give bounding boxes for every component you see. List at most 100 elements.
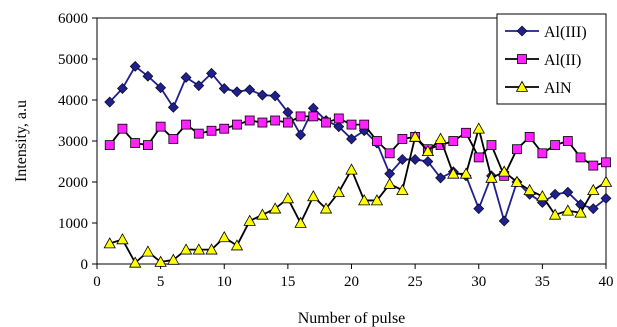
data-point [192,243,205,255]
data-point [319,202,333,214]
data-point [219,123,230,134]
data-point [562,136,573,146]
data-point [561,204,575,216]
data-point [117,123,128,134]
data-point [448,136,459,146]
data-point [447,167,460,179]
data-point [358,194,371,206]
data-point [232,119,242,130]
y-axis-title: Intensity, a.u [13,100,30,182]
data-point [243,214,256,226]
data-point [536,190,549,202]
y-tick-label: 2000 [58,175,88,191]
x-tick-label: 0 [93,274,101,290]
data-point [181,119,191,130]
series-layer [103,60,613,268]
data-point [206,67,217,79]
data-point [257,117,268,128]
legend-label: AlN [544,80,572,97]
data-point [574,206,587,218]
data-point [168,134,179,144]
data-point [523,183,536,196]
legend-marker [517,54,527,64]
data-point [142,70,154,82]
series-line [109,65,607,225]
y-tick-label: 3000 [58,134,88,150]
data-point [231,86,243,98]
data-point [295,111,306,122]
data-point [205,243,218,255]
data-point [117,83,128,94]
data-point [409,154,421,165]
data-point [498,215,510,227]
data-point [472,122,485,134]
data-point [230,239,244,251]
data-point [510,175,524,187]
data-point [537,148,548,159]
data-point [601,157,611,168]
data-point [498,165,511,177]
y-tick-label: 5000 [58,52,88,68]
data-point [397,134,408,144]
x-axis-title: Number of pulse [298,310,406,327]
legend-marker [515,80,529,92]
data-point [459,167,473,179]
data-point [180,72,192,83]
series-2 [104,111,611,181]
data-point [384,148,395,159]
series-line [109,125,607,265]
data-point [587,183,600,196]
data-point [103,237,116,249]
data-point [321,117,331,128]
x-tick-label: 35 [535,274,550,290]
data-point [548,208,562,220]
data-point [256,208,269,220]
data-point [268,202,282,214]
data-point [218,231,231,243]
data-point [461,127,471,138]
data-point [421,144,435,157]
series-3 [103,122,613,268]
data-point [486,140,497,151]
x-tick-label: 10 [217,274,232,290]
data-point [383,177,396,189]
data-point [294,216,307,228]
data-point [128,256,142,268]
data-point [142,140,153,151]
data-point [257,89,268,101]
data-point [396,154,408,165]
data-point [587,203,599,215]
data-point [550,140,560,151]
data-point [281,192,295,204]
data-point [154,255,167,267]
x-tick-label: 20 [344,274,359,290]
y-tick-label: 4000 [58,93,88,109]
data-point [244,115,255,126]
data-point [282,117,293,128]
data-point [193,80,205,92]
data-point [345,163,358,175]
data-point [435,172,446,184]
data-point [116,233,129,245]
series-1 [104,60,612,227]
data-point [308,111,319,122]
data-point [346,119,357,130]
data-point [346,133,357,145]
data-point [295,129,307,141]
y-tick-label: 0 [81,257,89,273]
data-point [524,131,535,142]
data-point [512,144,522,155]
data-point [333,113,344,124]
data-point [129,60,141,72]
data-point [155,82,167,94]
data-point [588,160,599,171]
data-point [167,253,180,265]
data-point [307,190,320,202]
x-tick-label: 30 [471,274,486,290]
data-point [434,132,447,144]
data-point [549,188,561,200]
data-point [562,186,574,198]
data-point [244,84,256,96]
data-point [599,175,613,187]
